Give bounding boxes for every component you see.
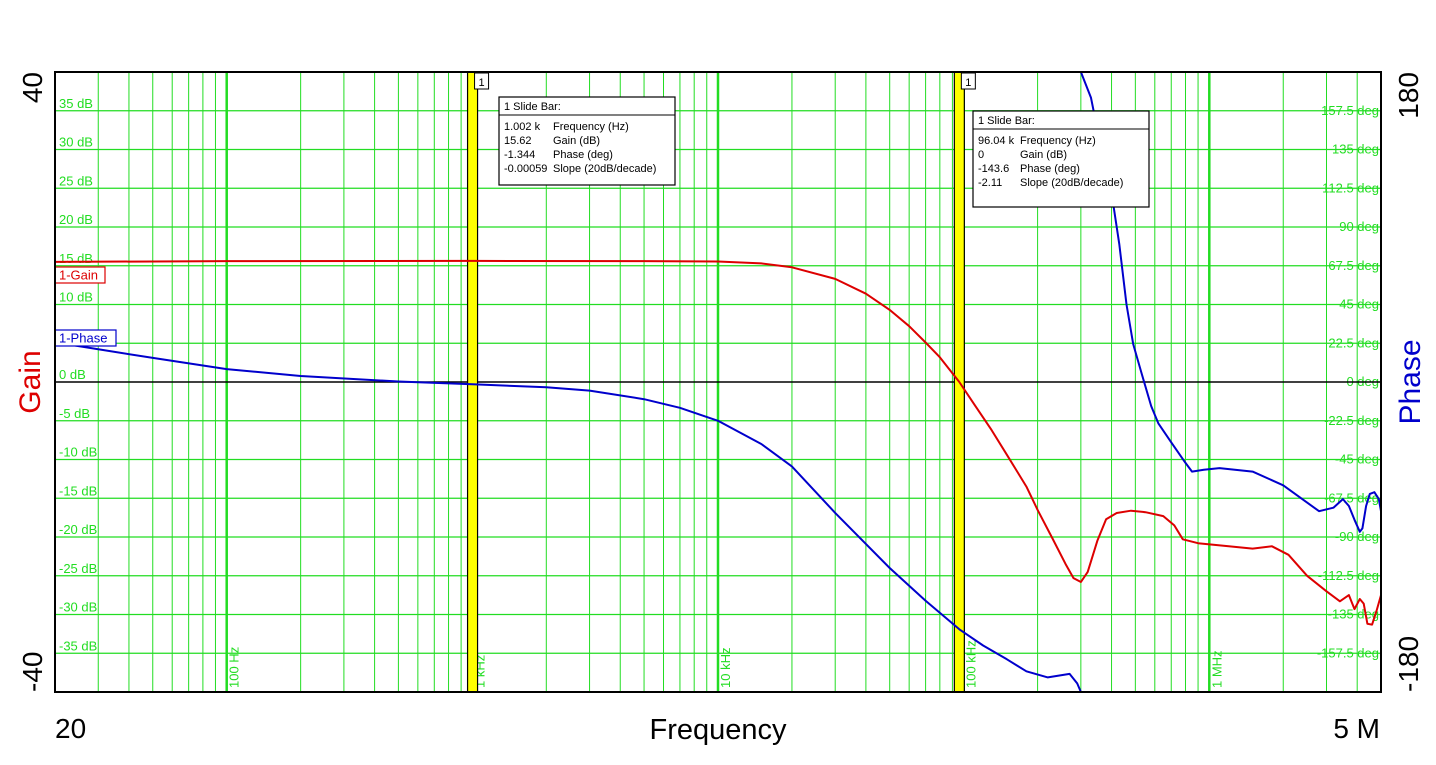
frequency-decade-label: 10 kHz (718, 648, 733, 688)
gain-tick-label: -20 dB (59, 522, 97, 537)
readout-label: Slope (20dB/decade) (553, 163, 656, 175)
plot-frame (54, 71, 1382, 693)
readout-value: -143.6 (978, 163, 1009, 175)
phase-tick-label: 157.5 deg (1321, 103, 1379, 118)
readout-value: -0.00059 (504, 163, 547, 175)
x-axis-title: Frequency (649, 714, 787, 746)
readout-value: 1.002 k (504, 121, 541, 133)
curves (55, 72, 1381, 692)
gain-tick-label: -10 dB (59, 445, 97, 460)
gain-tick-label: 25 dB (59, 173, 93, 188)
phase-tick-label: -90 deg (1335, 529, 1379, 544)
gain-tick-label: -25 dB (59, 561, 97, 576)
gain-tick-label: 10 dB (59, 290, 93, 305)
readout-label: Gain (dB) (1020, 149, 1067, 161)
slide-bar-readout-1: 1 Slide Bar: 1.002 k Frequency (Hz) 15.62 Ga… (498, 96, 676, 186)
gain-tick-label: -5 dB (59, 406, 90, 421)
readout-box (972, 110, 1150, 208)
slide-bar-marker-label: 1 (965, 77, 971, 89)
gain-tick-label: 15 dB (59, 251, 93, 266)
readout-value: -1.344 (504, 149, 535, 161)
frequency-decade-label: 100 kHz (964, 640, 979, 688)
phase-tick-label: 135 deg (1332, 142, 1379, 157)
phase-tick-label: -22.5 deg (1324, 413, 1379, 428)
phase-tick-label: -67.5 deg (1324, 490, 1379, 505)
readout-value: 15.62 (504, 135, 532, 147)
phase-tick-label: -45 deg (1335, 452, 1379, 467)
series-1-phase-wrapped-line (1079, 72, 1381, 533)
phase-tick-label: -112.5 deg (1318, 568, 1379, 583)
x-max-label: 5 M (1333, 713, 1380, 744)
readout-title: 1 Slide Bar: (978, 115, 1035, 127)
phase-tick-labels: 157.5 deg 135 deg 112.5 deg 90 deg 67.5 deg 4… (1317, 103, 1379, 661)
gain-min-label: -40 (17, 652, 48, 692)
phase-tick-label: -157.5 deg (1317, 645, 1379, 660)
gain-tick-label: 0 dB (59, 367, 86, 382)
slide-bar-band[interactable] (467, 72, 478, 692)
gain-axis-title: Gain (14, 350, 47, 413)
legend-tag-label: 1-Gain (59, 268, 98, 283)
gain-tick-label: 30 dB (59, 135, 93, 150)
phase-tick-label: 112.5 deg (1322, 180, 1379, 195)
phase-axis-title: Phase (1394, 339, 1427, 424)
gain-tick-label: -35 dB (59, 638, 97, 653)
readout-value: 0 (978, 149, 984, 161)
phase-tick-label: 22.5 deg (1328, 335, 1379, 350)
phase-tick-label: 45 deg (1339, 297, 1379, 312)
x-min-label: 20 (55, 713, 86, 744)
phase-tick-label: 90 deg (1339, 219, 1379, 234)
readout-label: Slope (20dB/decade) (1020, 177, 1123, 189)
readout-label: Phase (deg) (553, 149, 613, 161)
slide-bar-readout-2: 1 Slide Bar: 96.04 k Frequency (Hz) 0 Gain (… (972, 110, 1150, 208)
frequency-decade-label: 1 MHz (1209, 650, 1224, 688)
phase-min-label: -180 (1393, 636, 1424, 692)
slide-bar-readouts: 1 Slide Bar: 1.002 k Frequency (Hz) 15.62 Ga… (498, 96, 1150, 208)
series-1-phase-line (55, 341, 1082, 692)
legend-tag-1-gain: 1-Gain (54, 266, 106, 284)
legend: 1-Gain 1-Phase (54, 266, 117, 347)
legend-tag-label: 1-Phase (59, 331, 107, 346)
legend-tag-1-phase: 1-Phase (54, 329, 117, 347)
readout-label: Frequency (Hz) (1020, 135, 1096, 147)
series-1-gain-line (55, 259, 1381, 626)
slide-bar-marker-label: 1 (479, 77, 485, 89)
gain-tick-label: -15 dB (59, 483, 97, 498)
readout-box (498, 96, 676, 186)
gain-tick-label: -30 dB (59, 600, 97, 615)
phase-max-label: 180 (1393, 72, 1424, 119)
readout-title: 1 Slide Bar: (504, 101, 561, 113)
readout-label: Phase (deg) (1020, 163, 1080, 175)
readout-label: Frequency (Hz) (553, 121, 629, 133)
readout-label: Gain (dB) (553, 135, 600, 147)
readout-value: 96.04 k (978, 135, 1015, 147)
gain-max-label: 40 (17, 72, 48, 103)
gain-tick-labels: 35 dB 30 dB 25 dB 20 dB 15 dB 10 dB 0 dB -5 dB -… (59, 96, 97, 654)
gain-tick-label: 20 dB (59, 212, 93, 227)
phase-tick-label: 67.5 deg (1328, 258, 1379, 273)
gain-tick-label: 35 dB (59, 96, 93, 111)
slide-bar-1[interactable]: 1 (466, 72, 490, 692)
frequency-decade-label: 100 Hz (227, 647, 242, 688)
readout-value: -2.11 (978, 177, 1002, 189)
